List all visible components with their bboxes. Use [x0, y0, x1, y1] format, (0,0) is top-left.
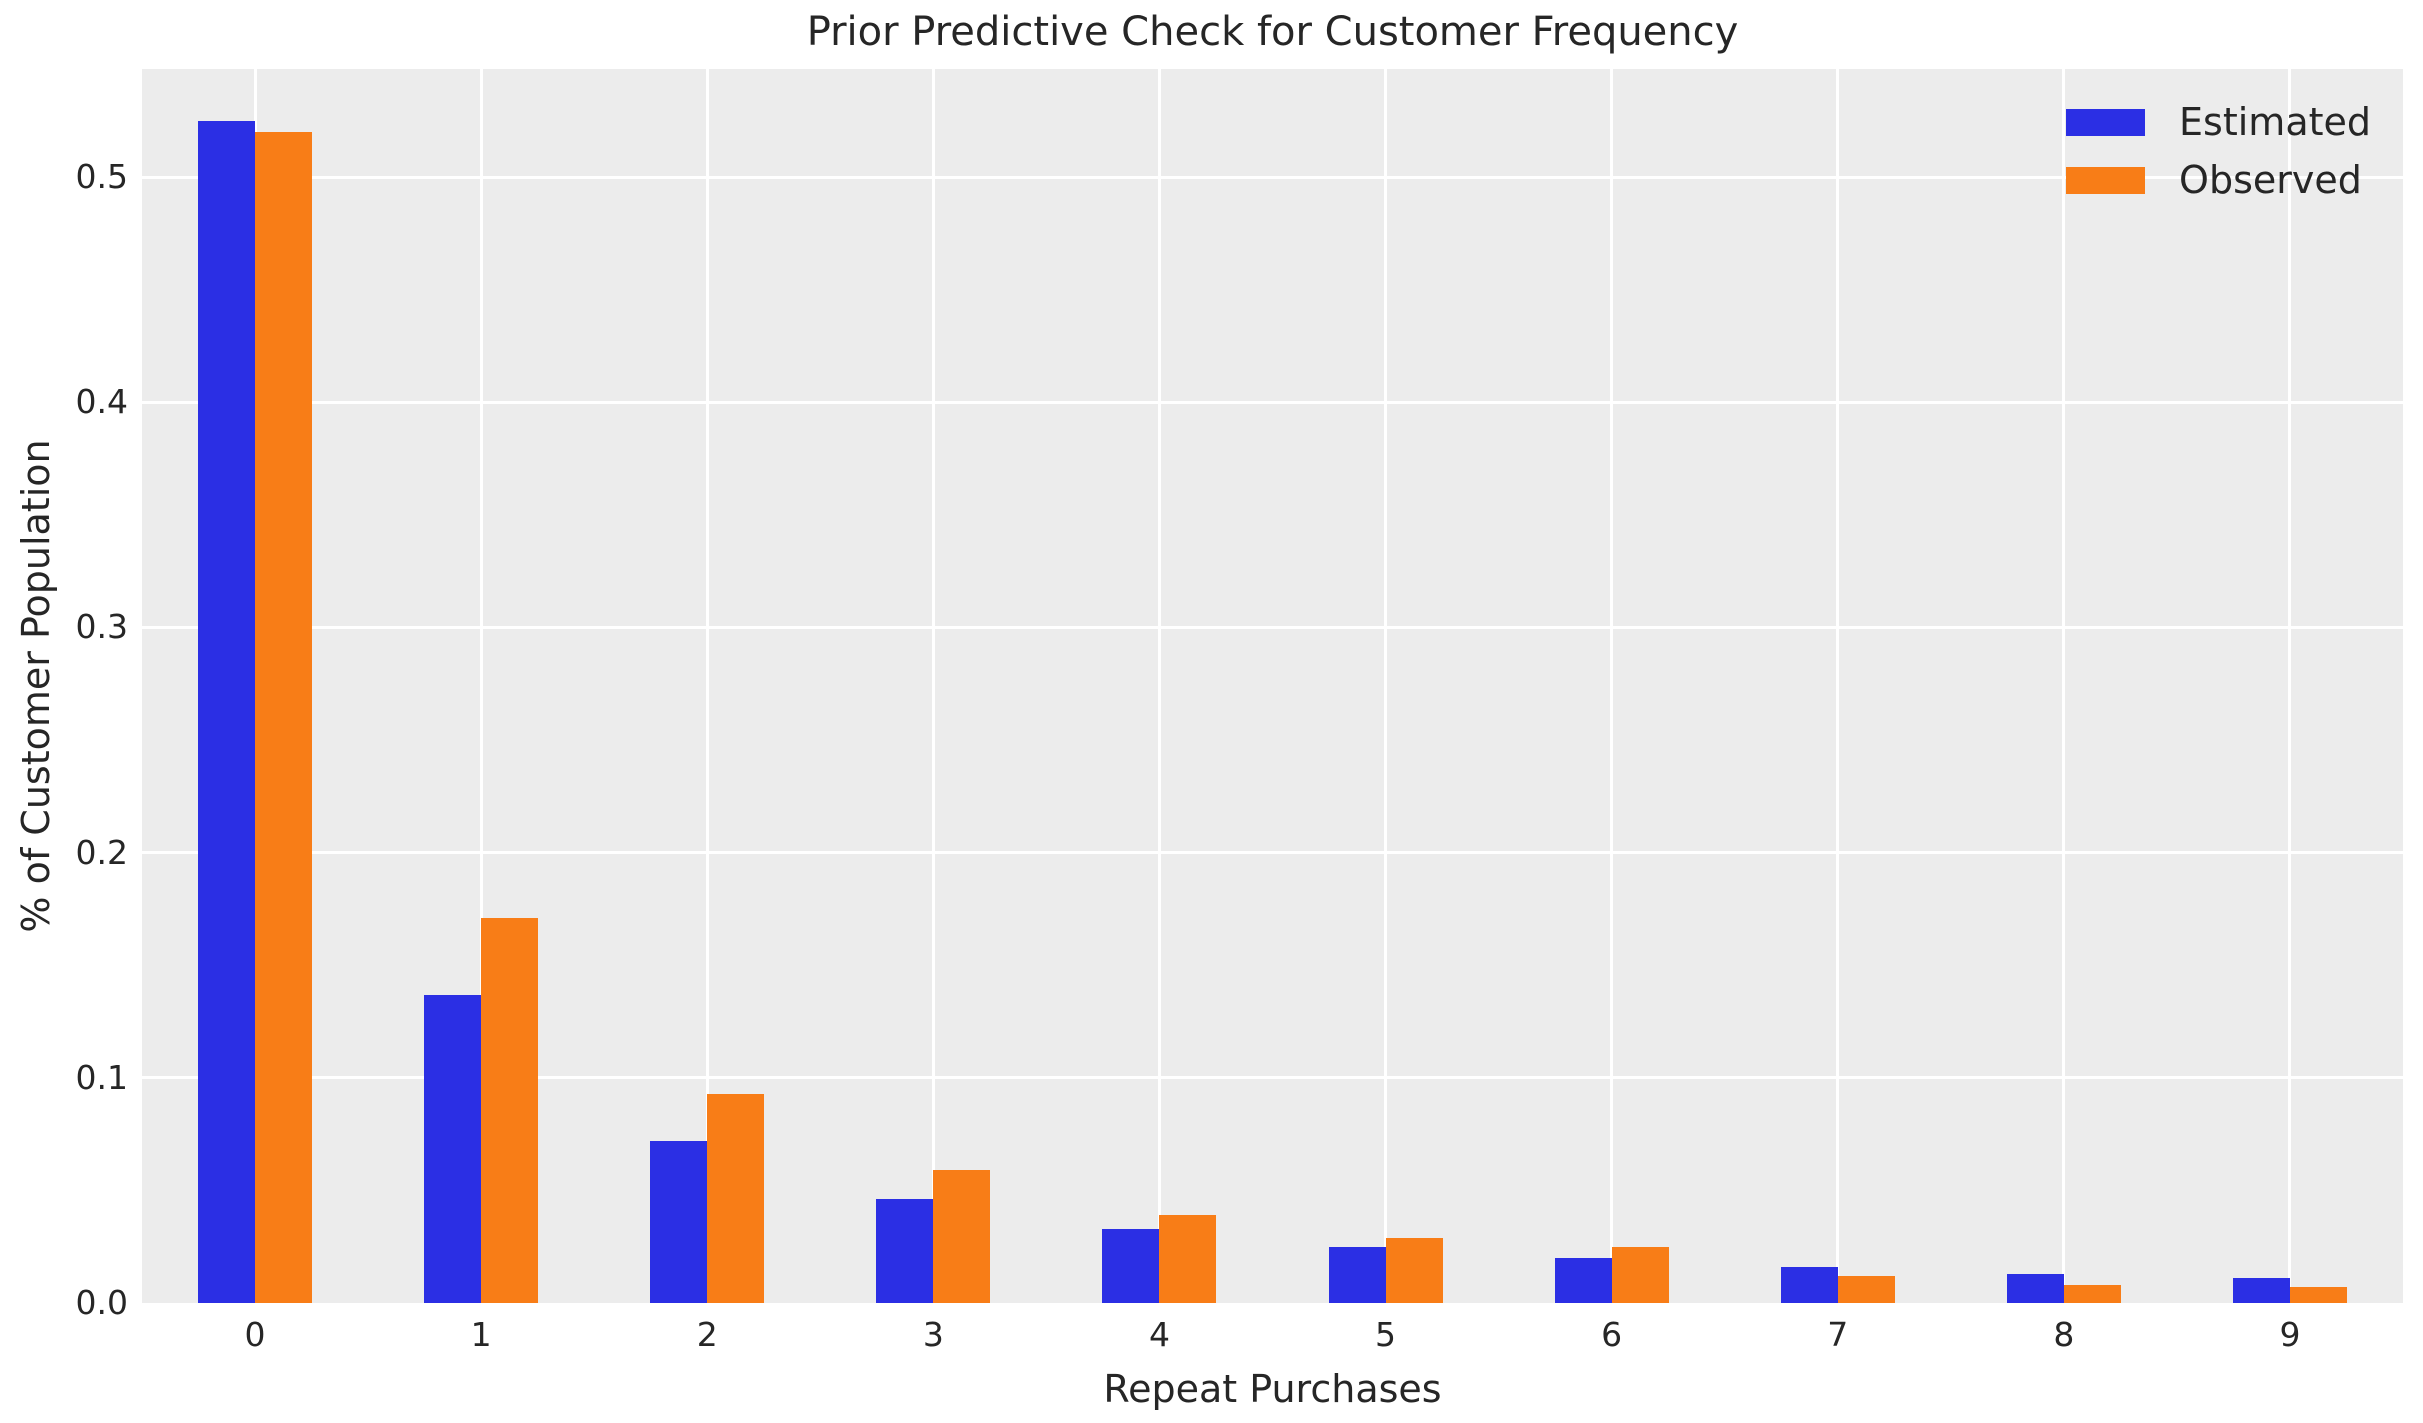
legend: Estimated Observed: [2066, 101, 2371, 201]
y-tick-0.2: 0.2: [75, 832, 128, 872]
y-tick-0.5: 0.5: [75, 157, 128, 197]
x-tick-7: 7: [1827, 1315, 1849, 1354]
bar-estimated-7: [1780, 1266, 1838, 1303]
gridline-h-0.2: [142, 851, 2403, 855]
gridline-v-5: [1384, 69, 1388, 1303]
bar-estimated-3: [876, 1199, 934, 1303]
bar-estimated-2: [650, 1140, 708, 1303]
x-tick-5: 5: [1375, 1315, 1397, 1354]
bar-observed-3: [933, 1170, 991, 1303]
gridline-h-0.1: [142, 1076, 2403, 1080]
gridline-v-9: [2288, 69, 2292, 1303]
plot-area: Estimated Observed: [142, 69, 2403, 1303]
y-tick-0.4: 0.4: [75, 382, 128, 422]
x-tick-2: 2: [696, 1315, 718, 1354]
gridline-v-7: [1836, 69, 1840, 1303]
legend-label-estimated: Estimated: [2179, 100, 2371, 144]
x-tick-1: 1: [470, 1315, 492, 1354]
bar-observed-9: [2289, 1287, 2347, 1303]
gridline-v-4: [1157, 69, 1161, 1303]
bar-estimated-8: [2006, 1273, 2064, 1303]
gridline-h-0.5: [142, 175, 2403, 179]
legend-item-observed: Observed: [2066, 159, 2371, 201]
gridline-v-6: [1610, 69, 1614, 1303]
x-tick-8: 8: [2053, 1315, 2075, 1354]
x-tick-6: 6: [1601, 1315, 1623, 1354]
gridline-h-0.3: [142, 625, 2403, 629]
y-tick-0.0: 0.0: [75, 1283, 128, 1322]
legend-swatch-estimated: [2066, 108, 2146, 136]
gridline-h-0.4: [142, 400, 2403, 404]
bar-observed-7: [1837, 1275, 1895, 1303]
chart-title: Prior Predictive Check for Customer Freq…: [806, 9, 1739, 55]
legend-swatch-observed: [2066, 166, 2146, 194]
y-tick-0.3: 0.3: [75, 607, 128, 647]
gridline-v-8: [2062, 69, 2066, 1303]
x-axis-label: Repeat Purchases: [1103, 1367, 1442, 1411]
gridline-v-3: [931, 69, 935, 1303]
bar-estimated-0: [198, 120, 256, 1303]
bar-observed-4: [1159, 1215, 1217, 1303]
bar-observed-0: [255, 132, 313, 1303]
bar-estimated-9: [2232, 1278, 2290, 1303]
bar-estimated-1: [424, 994, 482, 1303]
bar-estimated-4: [1102, 1228, 1160, 1303]
bar-observed-5: [1385, 1237, 1443, 1303]
bar-estimated-6: [1554, 1257, 1612, 1303]
bar-estimated-5: [1328, 1246, 1386, 1303]
legend-item-estimated: Estimated: [2066, 101, 2371, 143]
x-tick-9: 9: [2279, 1315, 2301, 1354]
bar-observed-1: [481, 917, 539, 1303]
bar-observed-8: [2063, 1285, 2121, 1303]
gridline-v-1: [479, 69, 483, 1303]
legend-label-observed: Observed: [2179, 158, 2362, 202]
bar-observed-6: [1611, 1246, 1669, 1303]
bar-observed-2: [707, 1093, 765, 1303]
x-tick-3: 3: [922, 1315, 944, 1354]
gridline-v-2: [705, 69, 709, 1303]
x-tick-4: 4: [1148, 1315, 1170, 1354]
y-tick-0.1: 0.1: [75, 1057, 128, 1097]
x-tick-0: 0: [244, 1315, 266, 1354]
